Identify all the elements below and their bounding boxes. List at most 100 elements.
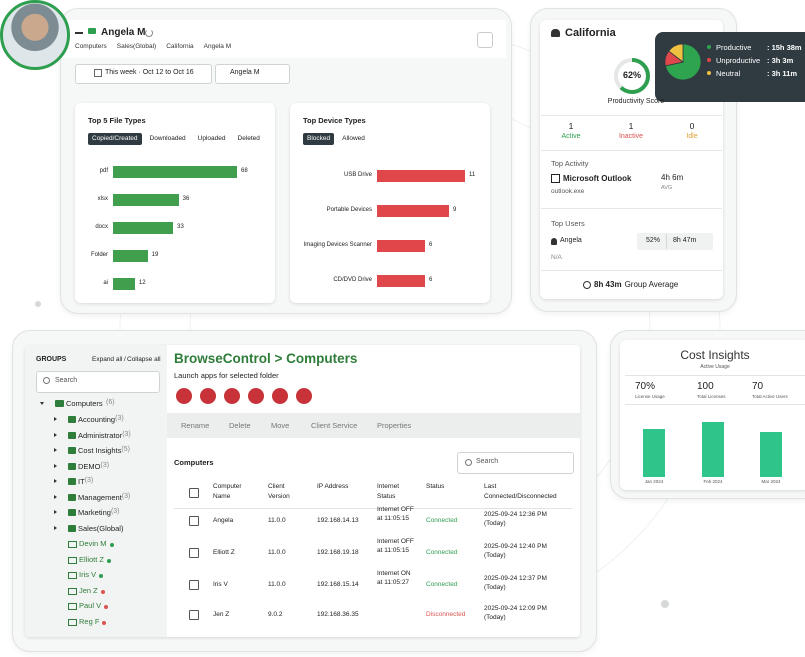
- tree-group[interactable]: Management: [78, 492, 122, 502]
- top-user: Angela: [560, 237, 582, 244]
- collapse-all[interactable]: Collapse all: [127, 356, 161, 363]
- toolbar-item[interactable]: Delete: [229, 421, 251, 430]
- cost-title: Cost Insights: [680, 348, 750, 362]
- avg-label: AVG: [661, 185, 673, 191]
- breadcrumb-item[interactable]: California: [166, 43, 194, 50]
- tree-group[interactable]: Administrator: [78, 430, 123, 440]
- kebab-menu[interactable]: [477, 32, 493, 48]
- na: N/A: [551, 254, 562, 261]
- toolbar-item[interactable]: Rename: [181, 421, 210, 430]
- laptop-icon: [88, 28, 96, 34]
- status-dot: [104, 605, 109, 610]
- table-title: Computers: [174, 458, 214, 467]
- user-select: Angela M: [230, 69, 260, 76]
- app-button[interactable]: [296, 388, 312, 404]
- computer-icon: [68, 603, 77, 611]
- column-header: Status: [426, 483, 445, 490]
- status-dot: [107, 558, 112, 563]
- breadcrumb-item[interactable]: Sales(Global): [116, 43, 157, 50]
- folder-icon: [68, 431, 76, 439]
- breadcrumb-item[interactable]: Angela M: [203, 43, 232, 50]
- table-search-box[interactable]: [457, 452, 574, 474]
- tree-group[interactable]: IT: [78, 477, 85, 486]
- bar-value: 33: [177, 224, 184, 230]
- user-avatar: [0, 0, 70, 70]
- tree-group[interactable]: Cost Insights: [78, 446, 122, 455]
- bar-label: Imaging Devices Scanner: [303, 242, 372, 248]
- expand-all[interactable]: Expand all: [92, 356, 123, 363]
- breadcrumb-item[interactable]: Computers: [75, 43, 107, 50]
- bar: [113, 194, 179, 206]
- user-header: [62, 20, 506, 58]
- toolbar-item[interactable]: Move: [271, 421, 290, 430]
- cost-bar: [643, 429, 665, 477]
- tree-group[interactable]: Sales(Global): [78, 523, 124, 533]
- bar: [377, 170, 465, 182]
- tab[interactable]: Blocked: [303, 133, 335, 145]
- user-select-box[interactable]: [215, 64, 290, 84]
- app-button[interactable]: [176, 388, 192, 404]
- app-button[interactable]: [224, 388, 240, 404]
- group-avg-label: Group Average: [624, 280, 679, 289]
- legend-dot: [707, 45, 711, 49]
- tree-group[interactable]: Marketing: [78, 508, 111, 517]
- tree-caret: [54, 448, 57, 452]
- checkbox[interactable]: [189, 610, 199, 620]
- tree-count: (3): [121, 492, 131, 500]
- tree-computer[interactable]: Devin M: [79, 539, 107, 548]
- stat-value: 1: [568, 121, 574, 131]
- bar-value: 6: [429, 242, 433, 248]
- column-header: IP Address: [317, 483, 349, 490]
- checkbox[interactable]: [189, 516, 199, 526]
- app-button[interactable]: [272, 388, 288, 404]
- date-range: This week · Oct 12 to Oct 16: [105, 69, 194, 76]
- tree-caret: [54, 525, 57, 530]
- donut-arc: [614, 58, 650, 94]
- tab[interactable]: Downloaded: [149, 135, 186, 142]
- toolbar-item[interactable]: Properties: [377, 421, 412, 430]
- cost-bar: [760, 432, 782, 477]
- app-name: Microsoft Outlook: [563, 174, 632, 183]
- tree-count: (6): [106, 399, 115, 406]
- tree-computer[interactable]: Iris V: [79, 570, 97, 580]
- table-cell: 11.0.0: [268, 581, 286, 588]
- tree-computer[interactable]: Jen Z: [79, 585, 98, 595]
- cost-stat-label: License Usage: [635, 394, 665, 399]
- groups-column: [25, 345, 167, 637]
- checkbox[interactable]: [189, 548, 199, 558]
- bar-label: CD/DVD Drive: [333, 277, 372, 283]
- tree-computer[interactable]: Reg F: [79, 617, 100, 626]
- checkbox[interactable]: [189, 580, 199, 590]
- search-box[interactable]: [36, 371, 160, 393]
- score-caption: Productivity Score: [607, 98, 665, 105]
- divider: [541, 115, 722, 116]
- tab[interactable]: Copied/Created: [88, 133, 142, 145]
- bar-label: Folder: [90, 252, 108, 258]
- table-cell: 2025-09-24 12:09 PM (Today): [484, 605, 547, 622]
- tree-group[interactable]: DEMO: [78, 461, 101, 471]
- tree-computer[interactable]: Paul V: [79, 601, 102, 611]
- tab[interactable]: Uploaded: [197, 135, 226, 142]
- tree-root[interactable]: Computers: [66, 399, 103, 408]
- section-label: Top Users: [551, 219, 585, 228]
- legend-time: : 15h 38m: [767, 43, 802, 52]
- tree-group[interactable]: Accounting: [78, 415, 116, 424]
- tree-caret: [54, 494, 57, 499]
- toolbar-item[interactable]: Client Service: [311, 421, 358, 430]
- tree-count: (3): [122, 430, 131, 438]
- tab[interactable]: Allowed: [342, 135, 365, 142]
- folder-icon: [68, 462, 76, 470]
- app-icon: [551, 174, 560, 183]
- app-button[interactable]: [248, 388, 264, 404]
- date-box[interactable]: [75, 64, 212, 84]
- tree-computer[interactable]: Elliott Z: [79, 554, 105, 564]
- folder-icon: [55, 400, 64, 407]
- checkbox[interactable]: [189, 488, 199, 498]
- bar: [377, 205, 449, 217]
- bar-label: xlsx: [97, 196, 108, 202]
- table-cell: Connected: [426, 581, 458, 588]
- tab[interactable]: Deleted: [237, 135, 260, 142]
- app-button[interactable]: [200, 388, 216, 404]
- status-dot: [102, 621, 107, 625]
